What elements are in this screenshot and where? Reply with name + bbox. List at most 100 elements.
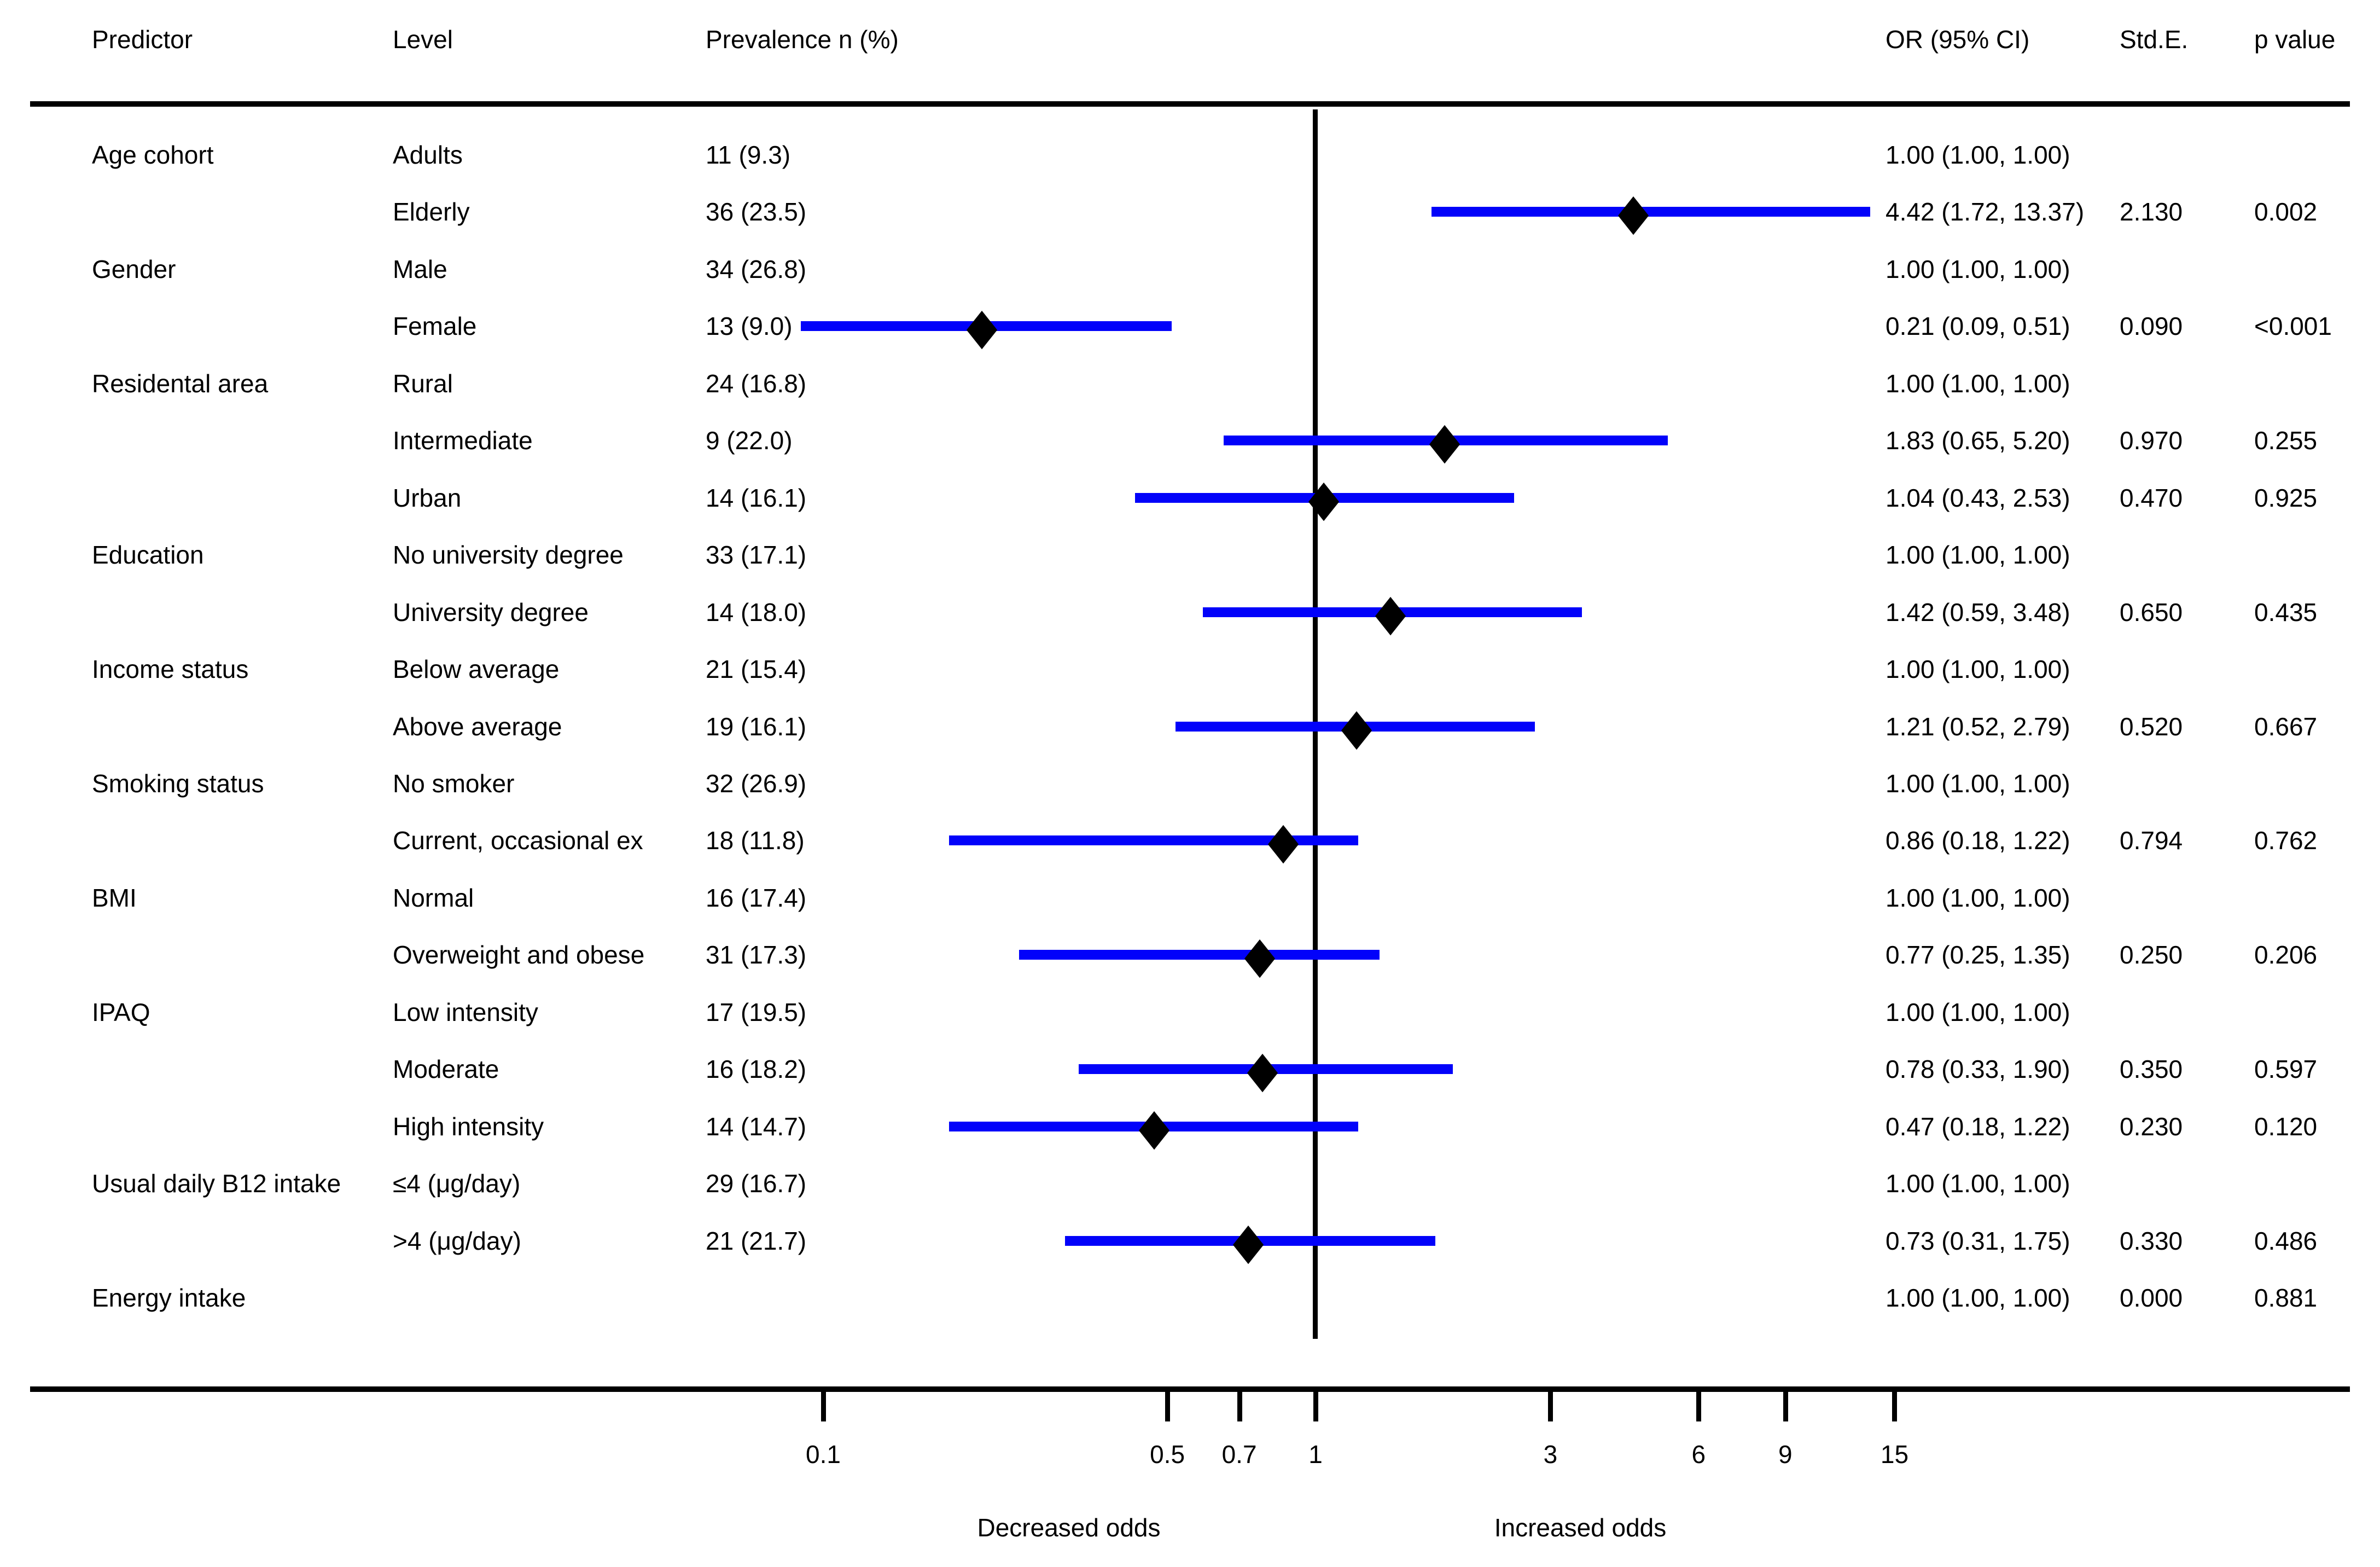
row-prevalence: 14 (16.1) (706, 483, 807, 512)
row-std-error: 0.250 (2120, 941, 2183, 970)
row-or-ci: 1.00 (1.00, 1.00) (1886, 541, 2070, 570)
row-prevalence: 16 (17.4) (706, 883, 807, 912)
row-prevalence: 13 (9.0) (706, 312, 793, 341)
row-std-error: 0.330 (2120, 1226, 2183, 1255)
row-p-value: <0.001 (2254, 312, 2332, 341)
axis-tick-label-1: 1 (1308, 1440, 1323, 1469)
axis-tick-label-0.7: 0.7 (1221, 1440, 1257, 1469)
row-predictor: Energy intake (92, 1284, 246, 1312)
ci-line (1065, 1235, 1435, 1246)
top-rule (30, 101, 2350, 107)
row-level: High intensity (393, 1112, 544, 1141)
row-level: Male (393, 254, 447, 283)
ci-line (800, 321, 1172, 332)
axis-tick-0.5 (1165, 1392, 1171, 1421)
or-diamond: ◆ (1308, 469, 1340, 526)
ci-line (1202, 607, 1582, 617)
axis-tick-label-15: 15 (1880, 1440, 1909, 1469)
row-std-error: 0.230 (2120, 1112, 2183, 1141)
row-predictor: Income status (92, 655, 249, 684)
row-level: Female (393, 312, 477, 341)
or-diamond: ◆ (1375, 584, 1406, 640)
ci-line (1135, 492, 1514, 503)
axis-rule (30, 1386, 2350, 1392)
row-or-ci: 1.00 (1.00, 1.00) (1886, 369, 2070, 398)
row-or-ci: 4.42 (1.72, 13.37) (1886, 198, 2085, 227)
or-diamond: ◆ (1244, 927, 1276, 983)
row-or-ci: 1.00 (1.00, 1.00) (1886, 254, 2070, 283)
row-std-error: 2.130 (2120, 198, 2183, 227)
row-level: Low intensity (393, 997, 538, 1026)
axis-tick-label-3: 3 (1543, 1440, 1558, 1469)
col-header-p: p value (2254, 25, 2336, 54)
row-or-ci: 0.73 (0.31, 1.75) (1886, 1226, 2070, 1255)
or-diamond: ◆ (1267, 812, 1299, 869)
row-or-ci: 0.78 (0.33, 1.90) (1886, 1055, 2070, 1084)
row-prevalence: 14 (18.0) (706, 597, 807, 626)
row-level: Elderly (393, 198, 470, 227)
row-or-ci: 1.04 (0.43, 2.53) (1886, 483, 2070, 512)
or-diamond: ◆ (1341, 698, 1372, 755)
row-prevalence: 21 (21.7) (706, 1226, 807, 1255)
row-p-value: 0.255 (2254, 426, 2318, 455)
row-level: Moderate (393, 1055, 499, 1084)
row-or-ci: 1.00 (1.00, 1.00) (1886, 1284, 2070, 1312)
axis-tick-label-0.5: 0.5 (1150, 1440, 1185, 1469)
row-std-error: 0.350 (2120, 1055, 2183, 1084)
ci-line (948, 835, 1358, 846)
axis-tick-label-9: 9 (1778, 1440, 1793, 1469)
row-or-ci: 0.86 (0.18, 1.22) (1886, 826, 2070, 855)
row-level: No university degree (393, 541, 624, 570)
row-prevalence: 29 (16.7) (706, 1169, 807, 1198)
row-or-ci: 1.00 (1.00, 1.00) (1886, 769, 2070, 798)
row-prevalence: 33 (17.1) (706, 541, 807, 570)
row-std-error: 0.970 (2120, 426, 2183, 455)
axis-tick-9 (1783, 1392, 1788, 1421)
row-predictor: Residental area (92, 369, 269, 398)
col-header-level: Level (393, 25, 453, 54)
row-or-ci: 1.83 (0.65, 5.20) (1886, 426, 2070, 455)
or-diamond: ◆ (1232, 1212, 1264, 1269)
row-std-error: 0.000 (2120, 1284, 2183, 1312)
axis-tick-0.7 (1237, 1392, 1242, 1421)
ci-line (1078, 1064, 1453, 1075)
row-std-error: 0.520 (2120, 712, 2183, 741)
row-or-ci: 0.47 (0.18, 1.22) (1886, 1112, 2070, 1141)
row-level: Intermediate (393, 426, 533, 455)
col-header-se: Std.E. (2120, 25, 2189, 54)
row-predictor: Education (92, 541, 204, 570)
row-or-ci: 1.00 (1.00, 1.00) (1886, 1169, 2070, 1198)
row-level: ≤4 (μg/day) (393, 1169, 521, 1198)
axis-tick-1 (1313, 1392, 1318, 1421)
row-prevalence: 34 (26.8) (706, 254, 807, 283)
row-level: Current, occasional ex (393, 826, 643, 855)
row-level: No smoker (393, 769, 515, 798)
row-p-value: 0.762 (2254, 826, 2318, 855)
row-prevalence: 16 (18.2) (706, 1055, 807, 1084)
row-prevalence: 11 (9.3) (706, 141, 791, 169)
row-level: University degree (393, 597, 589, 626)
or-diamond: ◆ (1429, 413, 1460, 469)
row-p-value: 0.206 (2254, 941, 2318, 970)
or-diamond: ◆ (1138, 1098, 1170, 1154)
ci-line (1431, 207, 1870, 217)
row-prevalence: 24 (16.8) (706, 369, 807, 398)
row-level: Adults (393, 141, 463, 169)
row-std-error: 0.794 (2120, 826, 2183, 855)
row-level: Overweight and obese (393, 941, 645, 970)
axis-tick-label-6: 6 (1691, 1440, 1706, 1469)
ci-line (1176, 721, 1535, 732)
row-p-value: 0.881 (2254, 1284, 2318, 1312)
row-prevalence: 14 (14.7) (706, 1112, 807, 1141)
row-p-value: 0.435 (2254, 597, 2318, 626)
axis-tick-3 (1548, 1392, 1553, 1421)
row-level: Urban (393, 483, 462, 512)
row-std-error: 0.090 (2120, 312, 2183, 341)
axis-caption-decreased-odds: Decreased odds (977, 1513, 1161, 1542)
row-predictor: IPAQ (92, 997, 150, 1026)
ci-line (948, 1121, 1358, 1131)
row-predictor: Gender (92, 254, 176, 283)
row-level: >4 (μg/day) (393, 1226, 521, 1255)
row-or-ci: 0.77 (0.25, 1.35) (1886, 941, 2070, 970)
row-p-value: 0.002 (2254, 198, 2318, 227)
